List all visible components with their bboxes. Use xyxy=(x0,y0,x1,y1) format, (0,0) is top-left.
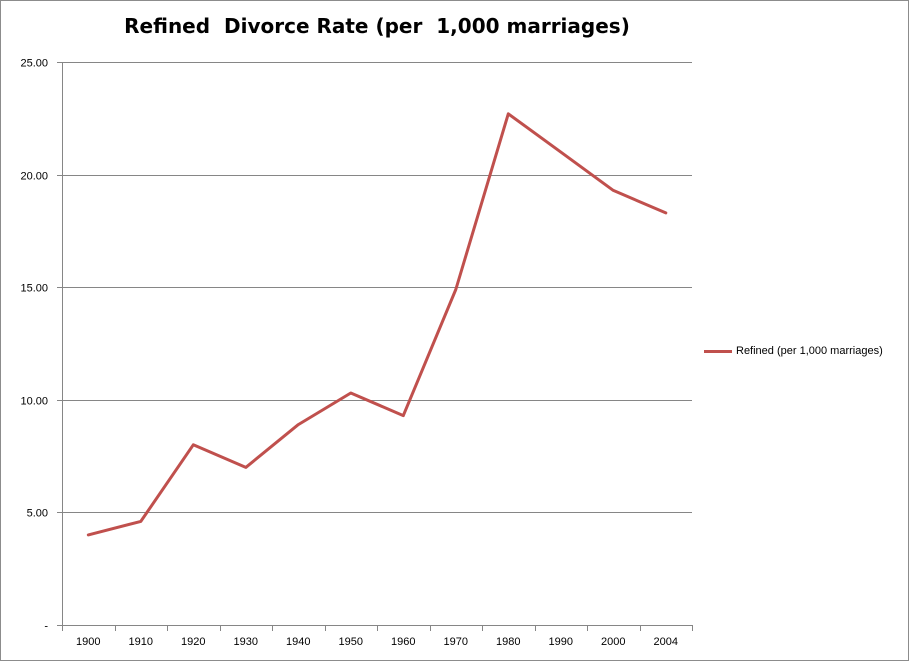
x-tick-label: 1920 xyxy=(181,636,205,648)
gridlines xyxy=(62,62,692,513)
x-tick-label: 1970 xyxy=(444,636,468,648)
y-tick-label: - xyxy=(44,621,48,633)
y-tick-label: 10.00 xyxy=(20,396,48,408)
x-tick-label: 2004 xyxy=(654,636,678,648)
series-lines xyxy=(86,112,668,537)
x-tick-label: 1910 xyxy=(129,636,153,648)
y-tick-label: 20.00 xyxy=(20,171,48,183)
x-tick-label: 1950 xyxy=(339,636,363,648)
y-axis-tick-labels: - 5.00 10.00 15.00 20.00 25.00 xyxy=(20,58,48,633)
y-tick-label: 5.00 xyxy=(27,508,48,520)
x-tick-label: 1980 xyxy=(496,636,520,648)
x-tick-label: 1900 xyxy=(76,636,100,648)
y-tick-label: 25.00 xyxy=(20,58,48,70)
x-axis-tick-labels: 1900 1910 1920 1930 1940 1950 1960 1970 1980 1990… xyxy=(76,636,678,648)
x-tick-label: 1930 xyxy=(234,636,258,648)
axes xyxy=(57,62,693,631)
legend-swatch xyxy=(704,349,732,353)
x-tick-label: 2000 xyxy=(601,636,625,648)
x-tick-label: 1960 xyxy=(391,636,415,648)
series-line xyxy=(86,112,668,537)
legend: Refined (per 1,000 marriages) xyxy=(704,342,883,360)
chart-title: Refined Divorce Rate (per 1,000 marriage… xyxy=(124,14,630,38)
x-tick-label: 1940 xyxy=(286,636,310,648)
y-tick-label: 15.00 xyxy=(20,283,48,295)
legend-label: Refined (per 1,000 marriages) xyxy=(736,345,883,357)
x-tick-label: 1990 xyxy=(549,636,573,648)
